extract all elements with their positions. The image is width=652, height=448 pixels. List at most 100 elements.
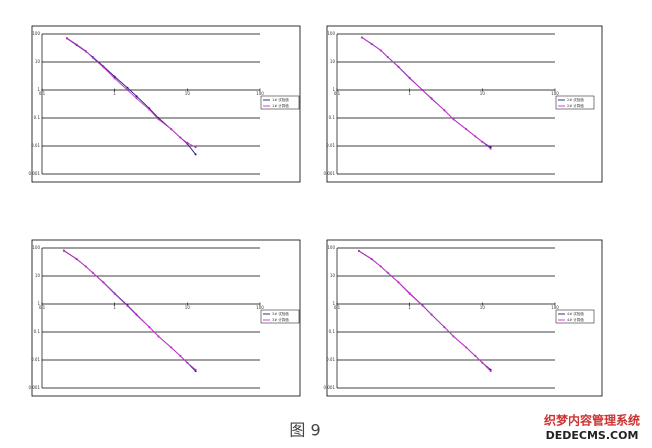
y-tick-label: 10 bbox=[35, 59, 41, 64]
series-line bbox=[63, 250, 196, 371]
y-tick-label: 0.1 bbox=[34, 115, 41, 120]
y-tick-label: 0.01 bbox=[326, 143, 335, 148]
data-point bbox=[370, 42, 373, 45]
legend-label: 4# 试验值 bbox=[567, 311, 584, 316]
y-tick-label: 0.1 bbox=[34, 329, 41, 334]
x-tick-label: 1 bbox=[408, 91, 411, 96]
data-point bbox=[489, 370, 492, 373]
data-point bbox=[126, 86, 129, 89]
x-tick-label: 10 bbox=[480, 91, 486, 96]
y-tick-label: 1 bbox=[332, 87, 335, 92]
y-tick-label: 0.01 bbox=[31, 357, 40, 362]
y-tick-label: 100 bbox=[327, 245, 335, 250]
x-tick-label: 1 bbox=[113, 305, 116, 310]
data-point bbox=[65, 36, 68, 39]
data-point bbox=[379, 49, 382, 52]
data-point bbox=[179, 354, 182, 357]
data-point bbox=[194, 370, 197, 373]
x-tick-label: 100 bbox=[551, 91, 559, 96]
data-point bbox=[84, 49, 87, 52]
data-point bbox=[157, 335, 160, 338]
y-tick-label: 100 bbox=[32, 31, 40, 36]
data-point bbox=[148, 108, 151, 111]
data-point bbox=[465, 128, 468, 131]
chart-frame bbox=[326, 25, 603, 183]
y-tick-label: 0.001 bbox=[29, 171, 41, 176]
x-tick-label: 0.1 bbox=[39, 91, 46, 96]
legend-box bbox=[260, 95, 300, 110]
data-point bbox=[102, 281, 105, 284]
x-tick-label: 10 bbox=[185, 91, 191, 96]
data-point bbox=[386, 56, 389, 59]
data-point bbox=[430, 313, 433, 316]
legend-box bbox=[555, 309, 595, 324]
y-tick-label: 0.01 bbox=[326, 357, 335, 362]
data-point bbox=[443, 326, 446, 329]
data-point bbox=[113, 292, 116, 295]
data-point bbox=[465, 346, 468, 349]
data-point bbox=[370, 257, 373, 260]
legend-label: 1# 计算值 bbox=[272, 103, 289, 108]
y-tick-label: 0.01 bbox=[31, 143, 40, 148]
watermark: DEDECMS.COM bbox=[546, 429, 639, 442]
series-line bbox=[358, 250, 491, 372]
data-point bbox=[489, 147, 492, 150]
x-tick-label: 1 bbox=[113, 91, 116, 96]
data-point bbox=[170, 128, 173, 131]
y-tick-label: 0.001 bbox=[29, 385, 41, 390]
y-tick-label: 0.1 bbox=[329, 115, 336, 120]
series-line bbox=[361, 36, 491, 150]
data-point bbox=[157, 118, 160, 121]
data-point bbox=[113, 75, 116, 78]
series-line bbox=[66, 37, 196, 148]
legend-box bbox=[260, 309, 300, 324]
y-tick-label: 0.1 bbox=[329, 329, 336, 334]
data-point bbox=[126, 89, 129, 91]
y-tick-label: 0.001 bbox=[324, 385, 336, 390]
data-point bbox=[135, 95, 138, 98]
x-tick-label: 100 bbox=[256, 91, 264, 96]
data-point bbox=[452, 118, 455, 121]
data-point bbox=[357, 249, 360, 252]
data-point bbox=[148, 326, 151, 329]
data-point bbox=[452, 335, 455, 338]
x-tick-label: 0.1 bbox=[39, 305, 46, 310]
y-tick-label: 100 bbox=[32, 245, 40, 250]
watermark: 织梦内容管理系统 bbox=[544, 413, 640, 428]
data-point bbox=[179, 136, 182, 139]
data-point bbox=[386, 271, 389, 274]
legend-label: 3# 计算值 bbox=[272, 317, 289, 322]
data-point bbox=[421, 89, 424, 91]
data-point bbox=[481, 140, 484, 143]
legend-label: 2# 计算值 bbox=[567, 103, 584, 108]
data-point bbox=[75, 43, 78, 46]
y-tick-label: 1 bbox=[37, 87, 40, 92]
data-point bbox=[126, 304, 129, 307]
y-tick-label: 10 bbox=[330, 59, 336, 64]
data-point bbox=[194, 368, 197, 371]
legend-label: 3# 试验值 bbox=[272, 311, 289, 316]
data-point bbox=[443, 109, 446, 112]
y-tick-label: 0.001 bbox=[324, 171, 336, 176]
x-tick-label: 10 bbox=[185, 305, 191, 310]
data-point bbox=[62, 249, 65, 252]
x-tick-label: 1 bbox=[408, 305, 411, 310]
data-point bbox=[91, 271, 94, 274]
data-point bbox=[397, 66, 400, 69]
x-tick-label: 0.1 bbox=[334, 91, 341, 96]
data-point bbox=[408, 77, 411, 80]
data-point bbox=[408, 292, 411, 295]
data-point bbox=[135, 97, 138, 100]
data-point bbox=[186, 141, 189, 144]
data-point bbox=[481, 361, 484, 364]
chart-frame bbox=[326, 239, 603, 397]
data-point bbox=[430, 97, 433, 100]
y-tick-label: 1 bbox=[37, 301, 40, 306]
chart-frame bbox=[31, 239, 301, 397]
data-point bbox=[75, 257, 78, 260]
legend-label: 2# 试验值 bbox=[567, 97, 584, 102]
chart-frame bbox=[31, 25, 301, 183]
data-point bbox=[113, 77, 116, 80]
data-point bbox=[194, 153, 197, 156]
